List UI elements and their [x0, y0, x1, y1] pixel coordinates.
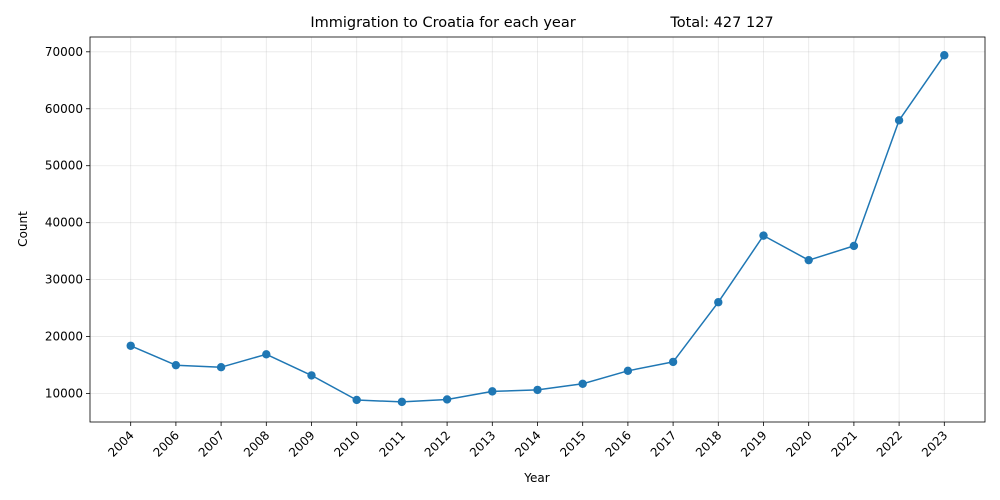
y-tick-label: 70000: [45, 45, 83, 59]
x-tick-label: 2015: [557, 428, 588, 459]
y-axis-label: Count: [16, 211, 30, 247]
y-tick-label: 40000: [45, 216, 83, 230]
data-point: [533, 385, 542, 395]
data-point: [307, 371, 316, 380]
chart-total: Total: 427 127: [669, 15, 773, 31]
x-tick-label: 2009: [286, 428, 317, 459]
x-axis-label: Year: [523, 471, 549, 485]
series-layer: [126, 51, 949, 407]
data-point: [668, 357, 678, 367]
x-tick-label: 2010: [331, 428, 362, 459]
x-tick-label: 2018: [693, 428, 724, 459]
data-point: [894, 116, 904, 125]
data-point: [714, 298, 723, 307]
x-tick-label: 2012: [422, 428, 453, 459]
x-tick-label: 2022: [874, 428, 905, 459]
x-axis-ticks: 2004 2006 2007 2008 2009 2010 2011 2012 2013 2014…: [105, 422, 950, 460]
x-tick-label: 2016: [603, 428, 634, 459]
x-tick-label: 2008: [241, 428, 272, 459]
data-point: [940, 51, 949, 60]
x-tick-label: 2020: [783, 428, 814, 459]
y-tick-label: 10000: [45, 387, 83, 401]
x-tick-label: 2014: [512, 428, 543, 459]
y-tick-label: 20000: [45, 330, 83, 344]
data-point: [578, 379, 587, 389]
data-point: [849, 241, 859, 251]
data-point: [262, 350, 271, 359]
data-point: [126, 341, 135, 350]
x-tick-label: 2021: [829, 428, 860, 459]
y-tick-label: 50000: [45, 159, 83, 173]
chart-title: Immigration to Croatia for each year: [310, 15, 575, 31]
data-point: [352, 395, 361, 405]
data-point: [171, 360, 181, 370]
x-tick-label: 2013: [467, 428, 498, 459]
data-point: [397, 397, 407, 407]
data-point: [804, 255, 813, 265]
x-tick-label: 2019: [738, 428, 769, 459]
x-tick-label: 2006: [151, 428, 182, 459]
y-tick-label: 30000: [45, 273, 83, 287]
y-tick-label: 60000: [45, 102, 83, 116]
data-point: [216, 363, 226, 372]
grid-lines: [90, 37, 985, 422]
data-point: [488, 387, 497, 396]
x-tick-label: 2004: [105, 428, 136, 459]
x-tick-label: 2007: [196, 428, 227, 459]
x-tick-label: 2023: [919, 428, 950, 459]
data-point: [759, 231, 768, 240]
data-point: [442, 395, 452, 404]
y-axis-ticks: 10000 20000 30000 40000 50000 60000 70000: [45, 45, 90, 401]
x-tick-label: 2017: [648, 428, 679, 459]
x-tick-label: 2011: [377, 428, 408, 459]
data-point: [623, 366, 633, 376]
